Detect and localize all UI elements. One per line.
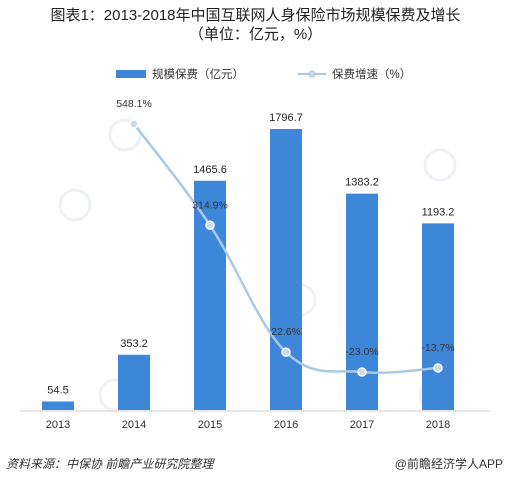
- bar-label-2013: 54.5: [47, 384, 68, 396]
- bar-label-2018: 1193.2: [422, 206, 455, 218]
- growth-label-2018: -13.7%: [421, 342, 454, 354]
- growth-point-2018: [433, 363, 443, 373]
- bar-2016: [270, 129, 302, 410]
- x-tick-2018: 2018: [426, 419, 450, 431]
- chart-title-line2: （单位：亿元，%）: [188, 26, 323, 43]
- growth-point-2015: [205, 220, 215, 231]
- growth-line: [133, 123, 439, 374]
- growth-point-2014: [129, 119, 139, 129]
- bar-label-2016: 1796.7: [269, 112, 303, 124]
- credit-note: @前瞻经济学人APP: [394, 457, 503, 471]
- bar-label-2015: 1465.6: [193, 164, 227, 176]
- legend-line-label: 保费增速（%）: [332, 67, 411, 81]
- bar-2018: [422, 223, 454, 410]
- x-tick-2014: 2014: [122, 419, 146, 431]
- growth-point-2016: [281, 347, 291, 357]
- x-tick-2016: 2016: [274, 419, 298, 431]
- source-note: 资料来源：中保协 前瞻产业研究院整理: [6, 457, 214, 471]
- chart-title: 图表1：2013-2018年中国互联网人身保险市场规模保费及增长 （单位：亿元，…: [0, 6, 511, 44]
- bar-2013: [42, 401, 74, 410]
- bar-2017: [346, 193, 378, 410]
- growth-point-2017: [357, 367, 367, 377]
- bar-label-2017: 1383.2: [345, 177, 379, 189]
- growth-label-2016: 22.6%: [271, 326, 301, 338]
- legend-line-marker: [308, 70, 316, 78]
- bar-2015: [194, 180, 226, 410]
- footer: 资料来源：中保协 前瞻产业研究院整理 @前瞻经济学人APP: [0, 453, 511, 473]
- bar-label-2014: 353.2: [120, 338, 148, 350]
- growth-label-2014: 548.1%: [116, 98, 152, 110]
- x-tick-2017: 2017: [350, 419, 374, 431]
- legend: 规模保费（亿元） 保费增速（%）: [116, 67, 411, 81]
- x-tick-2013: 2013: [46, 419, 70, 431]
- chart-title-line1: 图表1：2013-2018年中国互联网人身保险市场规模保费及增长: [50, 7, 461, 24]
- x-tick-2015: 2015: [198, 419, 222, 431]
- growth-label-2015: 314.9%: [192, 199, 228, 211]
- legend-bar-swatch: [116, 70, 146, 78]
- bar-2014: [118, 354, 150, 410]
- growth-label-2017: -23.0%: [345, 346, 378, 358]
- legend-bar-label: 规模保费（亿元）: [152, 67, 244, 81]
